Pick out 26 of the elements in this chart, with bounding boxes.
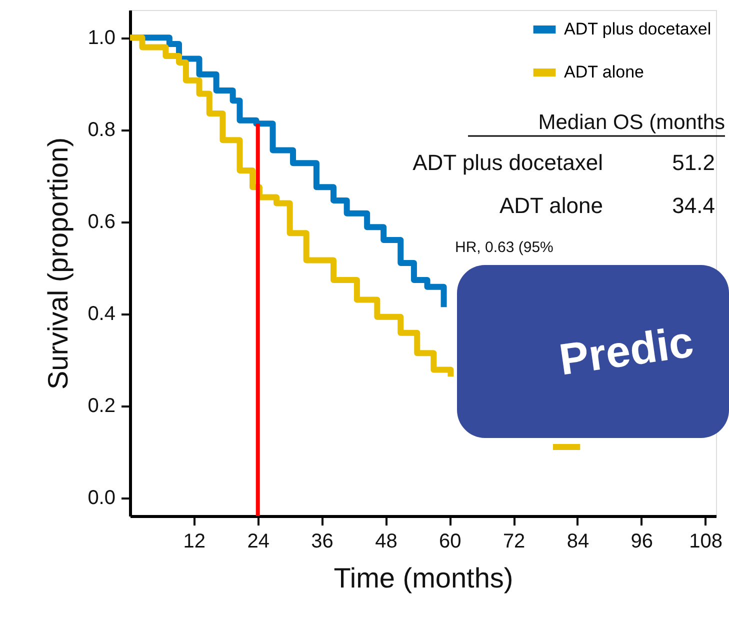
annotation: Median OS (months — [538, 111, 725, 134]
x-tick-label: 60 — [439, 530, 462, 552]
annotation: 34.4 — [672, 193, 715, 218]
annotation: Predic — [556, 318, 696, 385]
x-tick-label: 24 — [247, 530, 270, 552]
y-axis-title: Survival (proportion) — [42, 137, 74, 390]
y-tick-label: 0.8 — [88, 119, 116, 142]
x-tick-label: 108 — [689, 530, 723, 552]
x-axis-title: Time (months) — [334, 562, 514, 594]
x-tick-label: 72 — [502, 530, 526, 552]
annotation: ADT alone — [499, 193, 603, 218]
y-tick-label: 1.0 — [88, 27, 116, 50]
x-tick-label: 48 — [375, 530, 398, 552]
x-tick-label: 96 — [630, 530, 654, 552]
annotation: 51.2 — [672, 150, 715, 175]
y-tick-label: 0.4 — [88, 303, 116, 326]
y-tick-label: 0.6 — [88, 211, 116, 234]
x-tick-label: 36 — [311, 530, 334, 552]
x-tick-label: 84 — [566, 530, 590, 552]
x-tick-label: 12 — [183, 530, 206, 552]
legend-label: ADT alone — [564, 62, 644, 82]
annotation: HR, 0.63 (95% — [455, 239, 554, 256]
y-tick-label: 0.2 — [88, 395, 116, 418]
legend-label: ADT plus docetaxel — [564, 20, 712, 38]
y-tick-label: 0.0 — [88, 487, 116, 510]
annotation: ADT plus docetaxel — [412, 150, 603, 175]
